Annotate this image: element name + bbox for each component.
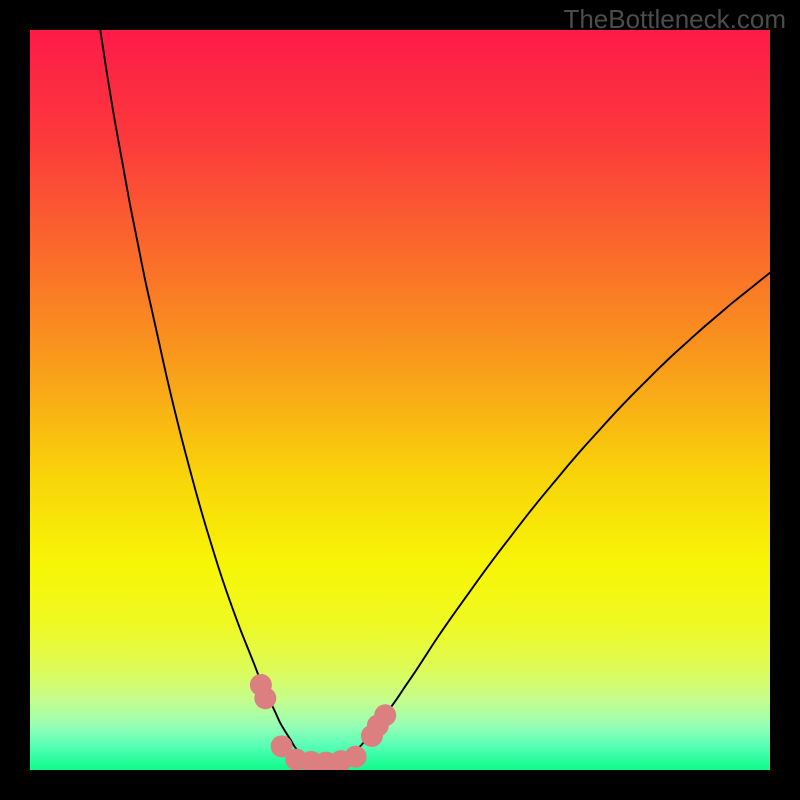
plot-area bbox=[30, 30, 770, 770]
chart-svg bbox=[30, 30, 770, 770]
watermark-text: TheBottleneck.com bbox=[563, 4, 786, 35]
curve-marker bbox=[374, 704, 396, 726]
curve-marker bbox=[254, 687, 276, 709]
chart-frame: TheBottleneck.com bbox=[0, 0, 800, 800]
curve-marker bbox=[345, 746, 367, 768]
gradient-background bbox=[30, 30, 770, 770]
